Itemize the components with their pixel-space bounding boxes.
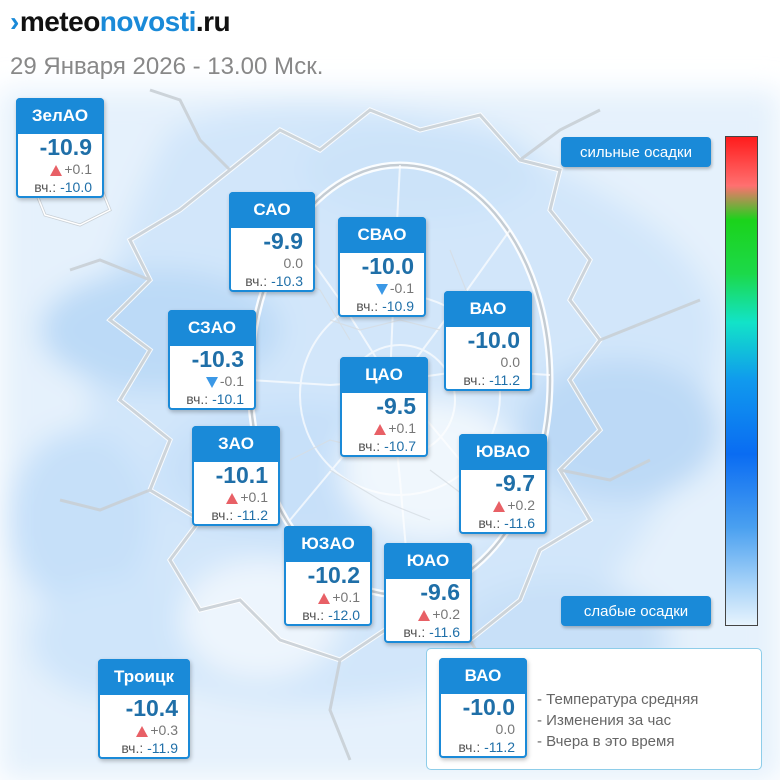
hourly-change: -0.1 bbox=[205, 373, 244, 389]
district-card-yuao[interactable]: ЮАО -9.6 +0.2 вч.: -11.6 bbox=[384, 543, 472, 643]
hourly-change: -0.1 bbox=[375, 280, 414, 296]
hourly-change: +0.3 bbox=[136, 722, 178, 738]
district-name: ЮЗАО bbox=[284, 526, 372, 562]
hourly-change: 0.0 bbox=[283, 255, 303, 271]
weak-precip-label: слабые осадки bbox=[561, 596, 711, 626]
triangle-up-icon bbox=[318, 592, 331, 604]
triangle-up-icon bbox=[136, 725, 149, 737]
temperature-value: -10.4 bbox=[125, 695, 178, 721]
hourly-change: +0.1 bbox=[318, 589, 360, 605]
legend-line-average: - Температура средняя bbox=[537, 691, 699, 708]
hourly-change: 0.0 bbox=[495, 721, 515, 737]
hourly-change: +0.2 bbox=[418, 606, 460, 622]
yesterday-value: вч.: -10.1 bbox=[186, 391, 244, 407]
district-card-tsao[interactable]: ЦАО -9.5 +0.1 вч.: -10.7 bbox=[340, 357, 428, 457]
district-name: ЦАО bbox=[340, 357, 428, 393]
district-card-szao[interactable]: СЗАО -10.3 -0.1 вч.: -10.1 bbox=[168, 310, 256, 410]
yesterday-value: вч.: -11.2 bbox=[463, 372, 520, 388]
yesterday-value: вч.: -11.2 bbox=[458, 739, 515, 755]
district-name: САО bbox=[229, 192, 315, 228]
district-card-vao[interactable]: ВАО -10.0 0.0 вч.: -11.2 bbox=[444, 291, 532, 391]
yesterday-value: вч.: -11.9 bbox=[121, 740, 178, 756]
hourly-change: +0.1 bbox=[374, 420, 416, 436]
triangle-up-icon bbox=[50, 164, 63, 176]
temperature-value: -9.5 bbox=[376, 393, 416, 419]
precipitation-scale bbox=[725, 136, 758, 626]
triangle-up-icon bbox=[493, 500, 506, 512]
temperature-value: -10.2 bbox=[307, 562, 360, 588]
temperature-value: -9.6 bbox=[420, 579, 460, 605]
logo-arrow-icon: › bbox=[10, 6, 19, 37]
temperature-value: -10.0 bbox=[361, 253, 414, 279]
hourly-change: +0.1 bbox=[226, 489, 268, 505]
yesterday-value: вч.: -10.9 bbox=[356, 298, 414, 314]
legend-line-change: - Изменения за час bbox=[537, 712, 672, 729]
legend-sample-card: ВАО -10.0 0.0 вч.: -11.2 bbox=[439, 658, 527, 758]
legend-line-yesterday: - Вчера в это время bbox=[537, 733, 675, 750]
yesterday-value: вч.: -10.0 bbox=[34, 179, 92, 195]
district-name: ЮВАО bbox=[459, 434, 547, 470]
temperature-value: -10.0 bbox=[462, 694, 515, 720]
legend-box: ВАО -10.0 0.0 вч.: -11.2 - Температура с… bbox=[426, 648, 762, 770]
hourly-change: +0.1 bbox=[50, 161, 92, 177]
district-name: Троицк bbox=[98, 659, 190, 695]
temperature-value: -9.7 bbox=[495, 470, 535, 496]
triangle-up-icon bbox=[226, 492, 239, 504]
district-card-svao[interactable]: СВАО -10.0 -0.1 вч.: -10.9 bbox=[338, 217, 426, 317]
yesterday-value: вч.: -10.3 bbox=[245, 273, 303, 289]
temperature-value: -10.0 bbox=[467, 327, 520, 353]
legend-descriptions: - Температура средняя - Изменения за час… bbox=[537, 689, 698, 752]
temperature-value: -9.9 bbox=[263, 228, 303, 254]
strong-precip-label: сильные осадки bbox=[561, 137, 711, 167]
hourly-change: +0.2 bbox=[493, 497, 535, 513]
district-name: ЗАО bbox=[192, 426, 280, 462]
district-name: ВАО bbox=[444, 291, 532, 327]
date-title: 29 Января 2026 - 13.00 Мск. bbox=[10, 53, 324, 80]
yesterday-value: вч.: -11.6 bbox=[478, 515, 535, 531]
district-name: ВАО bbox=[439, 658, 527, 694]
yesterday-value: вч.: -11.2 bbox=[211, 507, 268, 523]
yesterday-value: вч.: -11.6 bbox=[403, 624, 460, 640]
triangle-down-icon bbox=[205, 376, 218, 388]
yesterday-value: вч.: -10.7 bbox=[358, 438, 416, 454]
site-logo[interactable]: ›meteonovosti.ru bbox=[10, 6, 231, 37]
district-card-yuzao[interactable]: ЮЗАО -10.2 +0.1 вч.: -12.0 bbox=[284, 526, 372, 626]
temperature-value: -10.9 bbox=[39, 134, 92, 160]
triangle-up-icon bbox=[418, 609, 431, 621]
district-name: СВАО bbox=[338, 217, 426, 253]
district-card-yuvao[interactable]: ЮВАО -9.7 +0.2 вч.: -11.6 bbox=[459, 434, 547, 534]
district-name: ЮАО bbox=[384, 543, 472, 579]
district-name: СЗАО bbox=[168, 310, 256, 346]
triangle-up-icon bbox=[374, 423, 387, 435]
temperature-value: -10.1 bbox=[215, 462, 268, 488]
triangle-down-icon bbox=[375, 283, 388, 295]
district-card-zelao[interactable]: ЗелАО -10.9 +0.1 вч.: -10.0 bbox=[16, 98, 104, 198]
district-card-sao[interactable]: САО -9.9 0.0 вч.: -10.3 bbox=[229, 192, 315, 292]
district-card-zao[interactable]: ЗАО -10.1 +0.1 вч.: -11.2 bbox=[192, 426, 280, 526]
temperature-value: -10.3 bbox=[191, 346, 244, 372]
district-card-troitsk[interactable]: Троицк -10.4 +0.3 вч.: -11.9 bbox=[98, 659, 190, 759]
yesterday-value: вч.: -12.0 bbox=[302, 607, 360, 623]
hourly-change: 0.0 bbox=[500, 354, 520, 370]
district-name: ЗелАО bbox=[16, 98, 104, 134]
